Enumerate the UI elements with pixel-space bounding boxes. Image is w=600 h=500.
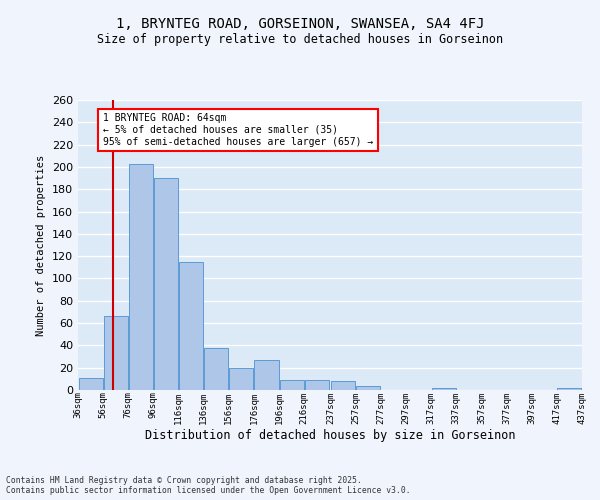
Bar <box>305 380 329 390</box>
X-axis label: Distribution of detached houses by size in Gorseinon: Distribution of detached houses by size … <box>145 429 515 442</box>
Bar <box>280 380 304 390</box>
Bar <box>104 316 128 390</box>
Bar <box>79 378 103 390</box>
Text: Contains HM Land Registry data © Crown copyright and database right 2025.
Contai: Contains HM Land Registry data © Crown c… <box>6 476 410 495</box>
Y-axis label: Number of detached properties: Number of detached properties <box>37 154 46 336</box>
Bar <box>154 178 178 390</box>
Text: 1, BRYNTEG ROAD, GORSEINON, SWANSEA, SA4 4FJ: 1, BRYNTEG ROAD, GORSEINON, SWANSEA, SA4… <box>116 18 484 32</box>
Bar <box>229 368 253 390</box>
Text: Size of property relative to detached houses in Gorseinon: Size of property relative to detached ho… <box>97 32 503 46</box>
Bar <box>254 360 278 390</box>
Bar <box>331 381 355 390</box>
Bar <box>557 388 581 390</box>
Bar <box>356 386 380 390</box>
Bar <box>129 164 153 390</box>
Bar <box>431 388 456 390</box>
Bar <box>179 262 203 390</box>
Bar <box>204 348 229 390</box>
Text: 1 BRYNTEG ROAD: 64sqm
← 5% of detached houses are smaller (35)
95% of semi-detac: 1 BRYNTEG ROAD: 64sqm ← 5% of detached h… <box>103 114 373 146</box>
